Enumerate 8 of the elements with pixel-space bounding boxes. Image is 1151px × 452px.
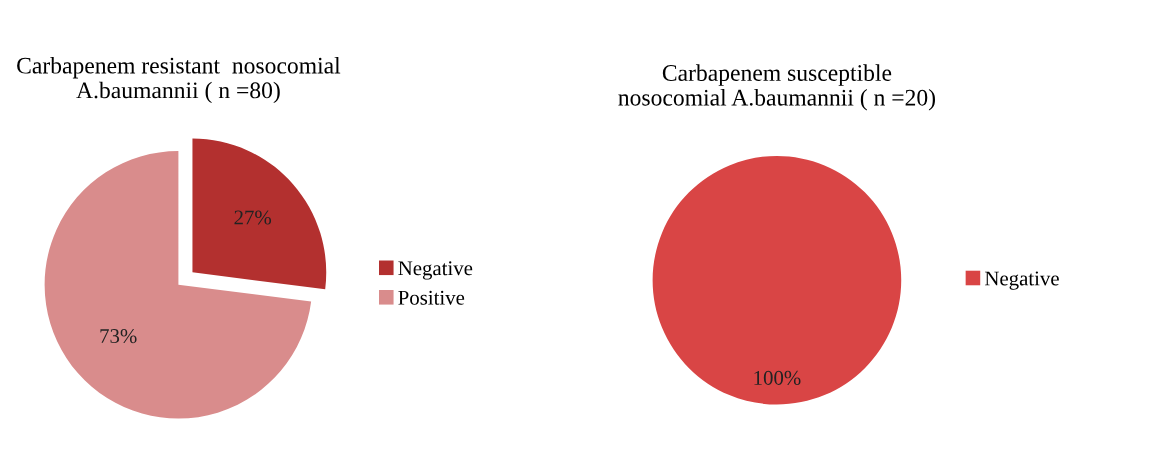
legend-label: Positive (398, 290, 465, 305)
legend-label: Negative (984, 271, 1059, 290)
data-label: 73% (100, 329, 137, 344)
chart-title: Carbapenem susceptible nosocomial A.baumannii ( n =20) (618, 64, 936, 111)
data-label: 100% (754, 370, 801, 385)
data-label: 27% (234, 210, 272, 225)
chart-title: Carbapenem resistant nosocomial A.baumannii ( n =80) (17, 57, 341, 104)
legend-label: Negative (398, 261, 473, 280)
